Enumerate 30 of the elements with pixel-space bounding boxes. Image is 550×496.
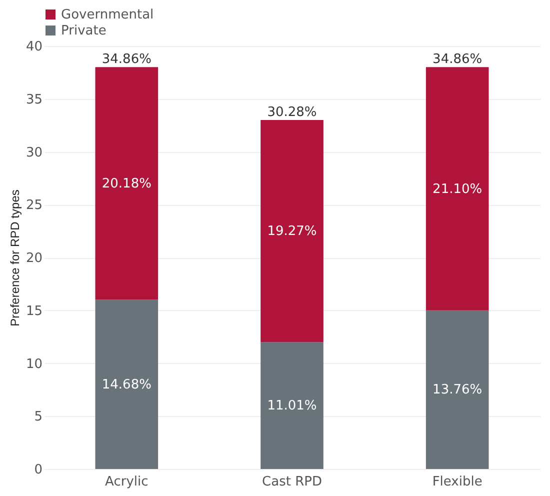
- y-tick-label: 25: [26, 198, 42, 214]
- annotation: 34.86%: [432, 52, 482, 68]
- legend-label: Private: [61, 24, 106, 38]
- annotation: 30.28%: [267, 105, 317, 120]
- annotation: 21.10%: [432, 182, 482, 197]
- annotation: 14.68%: [102, 377, 152, 392]
- x-tick-label: Cast RPD: [262, 474, 322, 490]
- y-tick-label: 30: [26, 145, 42, 160]
- bar: [426, 310, 489, 469]
- legend-label: Governmental: [61, 8, 154, 22]
- annotation: 11.01%: [267, 398, 317, 414]
- bar: [426, 67, 489, 310]
- y-tick-label: 10: [26, 356, 42, 372]
- y-tick-label: 0: [34, 462, 42, 478]
- y-axis-title: Preference for RPD types: [8, 190, 22, 326]
- annotation: 19.27%: [267, 224, 317, 240]
- annotation: 34.86%: [102, 52, 152, 68]
- annotation: 20.18%: [102, 176, 152, 192]
- bar: [260, 342, 324, 469]
- y-tick-label: 35: [26, 92, 42, 108]
- y-tick-label: 20: [26, 251, 42, 266]
- annotation: 13.76%: [432, 382, 482, 398]
- bar: [260, 120, 324, 342]
- x-tick-label: Acrylic: [105, 474, 148, 490]
- bar: [95, 300, 158, 469]
- y-tick-label: 5: [34, 410, 42, 425]
- y-tick-label: 15: [26, 304, 42, 319]
- y-tick-label: 40: [26, 40, 42, 54]
- bar: [95, 67, 158, 300]
- x-tick-label: Flexible: [432, 474, 482, 490]
